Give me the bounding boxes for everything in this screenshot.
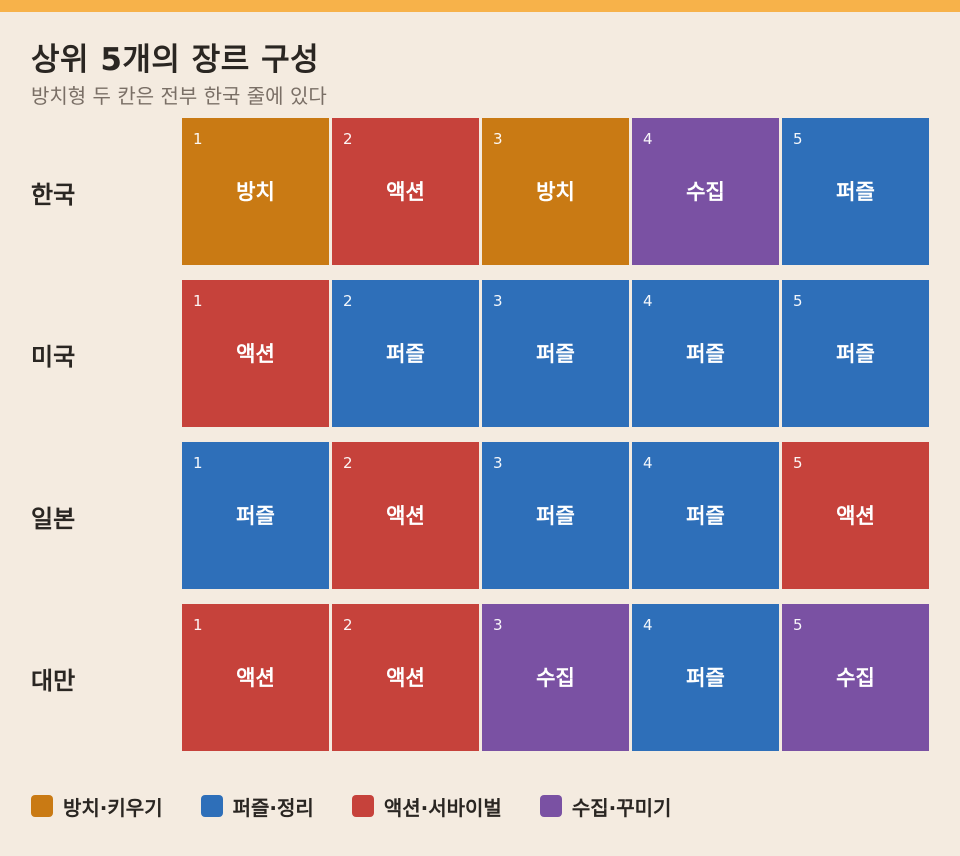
cell-rank: 2: [343, 454, 353, 472]
cell-rank: 1: [193, 454, 203, 472]
cell-rank: 5: [793, 130, 803, 148]
genre-cell: 3 퍼즐: [482, 442, 629, 589]
cell-rank: 5: [793, 454, 803, 472]
cell-genre: 수집: [686, 180, 725, 204]
genre-cell: 5 퍼즐: [782, 118, 929, 265]
cell-rank: 4: [643, 454, 653, 472]
cell-rank: 1: [193, 616, 203, 634]
cell-genre: 액션: [236, 666, 275, 690]
cell-genre: 액션: [236, 342, 275, 366]
genre-cell: 2 퍼즐: [332, 280, 479, 427]
genre-cell: 4 퍼즐: [632, 280, 779, 427]
genre-cell: 4 퍼즐: [632, 442, 779, 589]
legend-swatch: [31, 795, 53, 817]
cell-rank: 4: [643, 292, 653, 310]
cell-rank: 3: [493, 616, 503, 634]
genre-cell: 5 액션: [782, 442, 929, 589]
cell-rank: 2: [343, 130, 353, 148]
cell-genre: 액션: [386, 504, 425, 528]
cell-genre: 퍼즐: [836, 180, 875, 204]
legend-label: 액션·서바이벌: [383, 795, 502, 820]
genre-cell: 5 수집: [782, 604, 929, 751]
cell-rank: 1: [193, 130, 203, 148]
cell-genre: 퍼즐: [686, 342, 725, 366]
cell-genre: 방치: [236, 180, 275, 204]
cell-genre: 퍼즐: [236, 504, 275, 528]
cell-genre: 액션: [836, 504, 875, 528]
genre-cell: 1 퍼즐: [182, 442, 329, 589]
cell-rank: 3: [493, 454, 503, 472]
cell-genre: 퍼즐: [536, 342, 575, 366]
cell-rank: 4: [643, 130, 653, 148]
cell-rank: 3: [493, 292, 503, 310]
genre-cell: 2 액션: [332, 442, 479, 589]
cell-rank: 2: [343, 616, 353, 634]
genre-cell: 3 수집: [482, 604, 629, 751]
row-label: 한국: [31, 180, 76, 209]
cell-genre: 액션: [386, 666, 425, 690]
genre-cell: 3 퍼즐: [482, 280, 629, 427]
genre-cell: 2 액션: [332, 118, 479, 265]
cell-rank: 5: [793, 616, 803, 634]
legend-swatch: [539, 795, 562, 817]
cell-genre: 퍼즐: [836, 342, 875, 366]
genre-cell: 1 액션: [182, 280, 329, 427]
cell-rank: 4: [643, 616, 653, 634]
legend-item: 액션·서바이벌: [351, 792, 502, 821]
genre-cell: 2 액션: [332, 604, 479, 751]
accent-bar: [0, 0, 960, 12]
row-label: 대만: [31, 666, 76, 695]
cell-genre: 액션: [386, 180, 425, 204]
legend-label: 퍼즐·정리: [232, 795, 314, 820]
cell-genre: 퍼즐: [386, 342, 425, 366]
legend-swatch: [200, 795, 223, 817]
legend-label: 수집·꾸미기: [571, 795, 672, 820]
genre-cell: 5 퍼즐: [782, 280, 929, 427]
cell-genre: 방치: [536, 180, 575, 204]
legend-label: 방치·키우기: [63, 795, 163, 820]
genre-cell: 1 액션: [182, 604, 329, 751]
legend-item: 퍼즐·정리: [200, 792, 314, 821]
genre-cell: 4 수집: [632, 118, 779, 265]
cell-genre: 퍼즐: [686, 504, 725, 528]
cell-genre: 퍼즐: [686, 666, 725, 690]
chart-title: 상위 5개의 장르 구성: [31, 42, 320, 78]
legend-item: 수집·꾸미기: [539, 792, 672, 821]
genre-cell: 4 퍼즐: [632, 604, 779, 751]
legend-item: 방치·키우기: [31, 792, 163, 821]
cell-rank: 1: [193, 292, 203, 310]
row-label: 일본: [31, 504, 76, 533]
legend: 방치·키우기 퍼즐·정리 액션·서바이벌 수집·꾸미기: [31, 792, 709, 820]
legend-swatch: [351, 795, 374, 817]
genre-cell: 1 방치: [182, 118, 329, 265]
cell-rank: 5: [793, 292, 803, 310]
cell-rank: 2: [343, 292, 353, 310]
cell-rank: 3: [493, 130, 503, 148]
cell-genre: 퍼즐: [536, 504, 575, 528]
cell-genre: 수집: [836, 666, 875, 690]
row-label: 미국: [31, 342, 76, 371]
genre-cell: 3 방치: [482, 118, 629, 265]
chart-subtitle: 방치형 두 칸은 전부 한국 줄에 있다: [31, 84, 327, 108]
cell-genre: 수집: [536, 666, 575, 690]
